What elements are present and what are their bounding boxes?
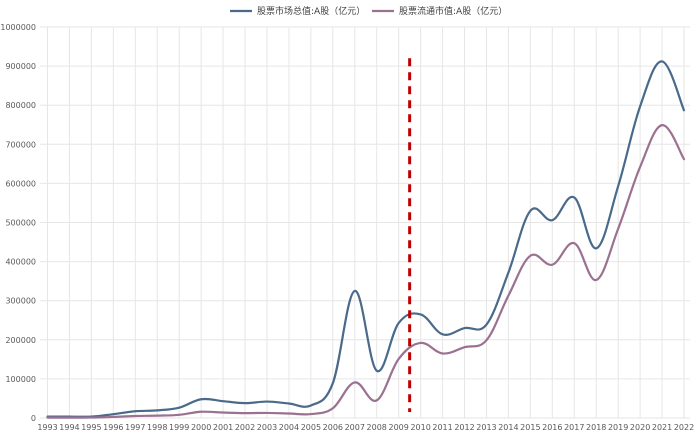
y-tick-label: 300000 xyxy=(5,297,36,306)
x-tick-label: 1994 xyxy=(59,423,79,432)
y-tick-label: 200000 xyxy=(5,336,36,345)
y-tick-label: 0 xyxy=(31,414,36,423)
x-tick-label: 2011 xyxy=(432,423,452,432)
y-tick-label: 900000 xyxy=(5,62,36,71)
x-tick-label: 2002 xyxy=(235,423,255,432)
x-tick-label: 1995 xyxy=(81,423,101,432)
y-tick-label: 500000 xyxy=(5,219,36,228)
x-tick-label: 2007 xyxy=(345,423,365,432)
x-tick-label: 1998 xyxy=(147,423,167,432)
series-line-2 xyxy=(46,124,686,419)
x-tick-label: 2015 xyxy=(520,423,540,432)
legend-label: 股票流通市值:A股（亿元） xyxy=(399,5,507,17)
series-lines xyxy=(46,60,686,419)
series-line-1 xyxy=(46,60,686,418)
x-tick-label: 2003 xyxy=(257,423,277,432)
x-tick-label: 2022 xyxy=(674,423,694,432)
x-tick-label: 2019 xyxy=(608,423,628,432)
x-tick-label: 1996 xyxy=(103,423,123,432)
y-axis-ticks: 0 100000 200000 300000 400000 500000 600000 700… xyxy=(0,23,36,423)
x-tick-label: 2013 xyxy=(476,423,496,432)
x-tick-label: 2021 xyxy=(652,423,672,432)
x-tick-label: 2010 xyxy=(410,423,430,432)
y-tick-label: 1000000 xyxy=(0,23,36,32)
x-tick-label: 2016 xyxy=(542,423,562,432)
x-tick-label: 2008 xyxy=(367,423,387,432)
y-tick-label: 700000 xyxy=(5,140,36,149)
y-tick-label: 600000 xyxy=(5,179,36,188)
legend: 股票市场总值:A股（亿元） 股票流通市值:A股（亿元） xyxy=(230,5,507,17)
x-tick-label: 2012 xyxy=(454,423,474,432)
x-tick-label: 2020 xyxy=(630,423,650,432)
x-tick-label: 1993 xyxy=(37,423,57,432)
x-tick-label: 2005 xyxy=(301,423,321,432)
x-tick-label: 1997 xyxy=(125,423,145,432)
x-tick-label: 2004 xyxy=(279,423,299,432)
legend-label: 股票市场总值:A股（亿元） xyxy=(257,5,365,17)
x-tick-label: 1999 xyxy=(169,423,189,432)
x-axis-ticks: 1993 1994 1995 1996 1997 1998 1999 2000 2001 2002… xyxy=(37,423,694,432)
x-tick-label: 2009 xyxy=(388,423,408,432)
grid xyxy=(40,26,690,419)
y-tick-label: 400000 xyxy=(5,258,36,267)
y-tick-label: 800000 xyxy=(5,101,36,110)
x-tick-label: 2018 xyxy=(586,423,606,432)
x-tick-label: 2017 xyxy=(564,423,584,432)
x-tick-label: 2006 xyxy=(323,423,343,432)
y-tick-label: 100000 xyxy=(5,375,36,384)
x-tick-label: 2000 xyxy=(191,423,211,432)
x-tick-label: 2014 xyxy=(498,423,518,432)
x-tick-label: 2001 xyxy=(213,423,233,432)
